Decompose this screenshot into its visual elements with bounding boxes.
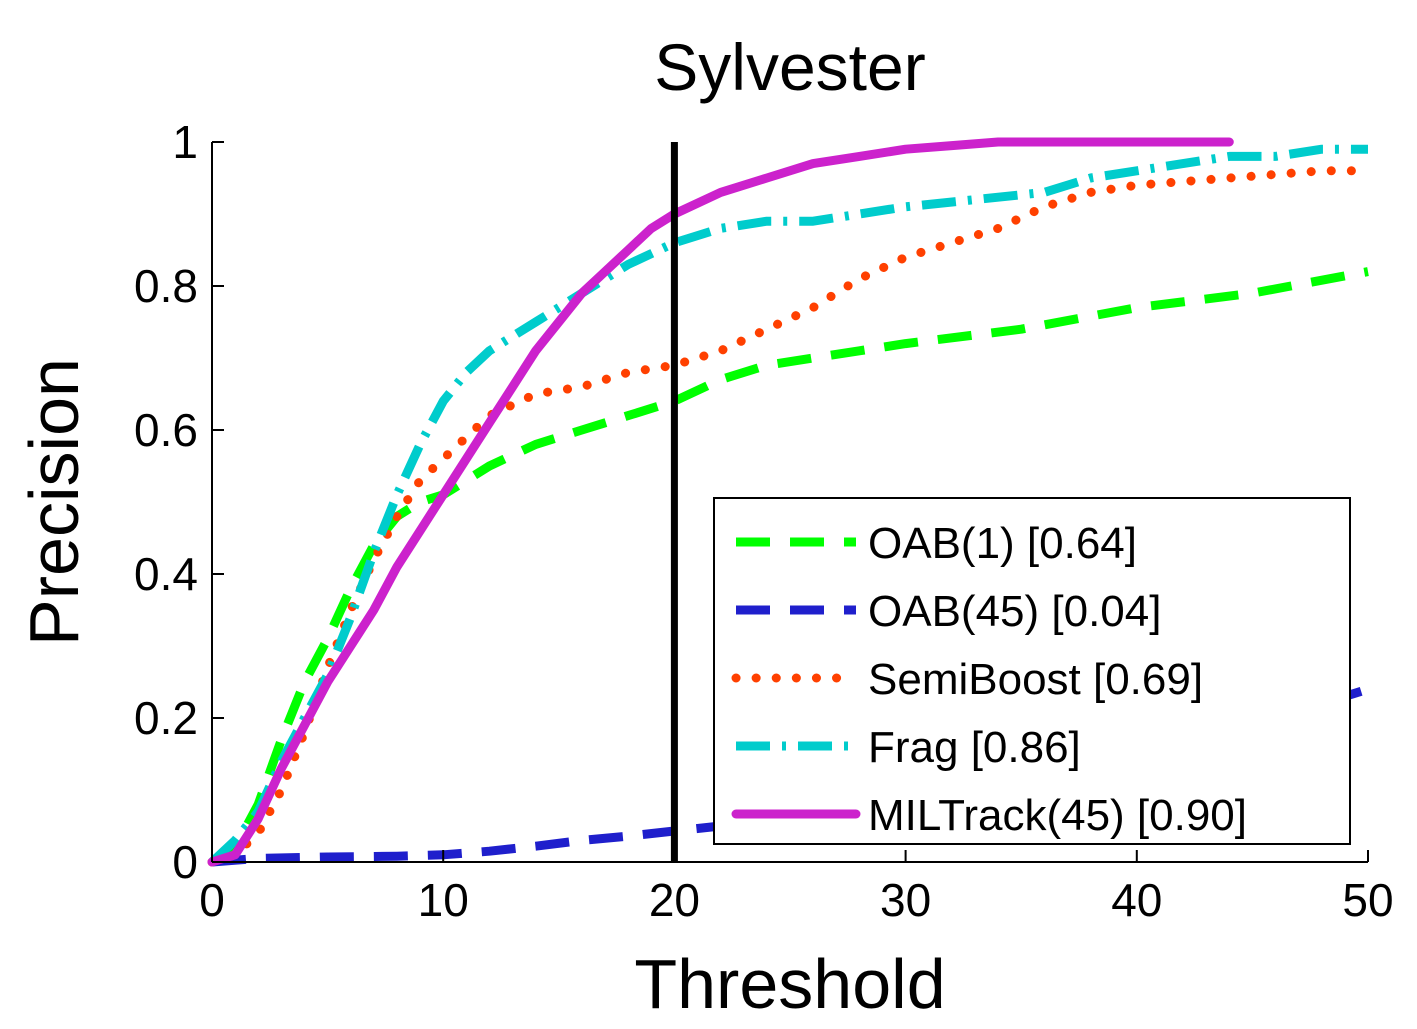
ticks-layer: 0 10 20 30 40 50 0 0.2 0.4 0.6 0.8 1 — [134, 116, 1394, 926]
legend-box — [713, 497, 1351, 845]
y-tick-label: 0 — [172, 836, 198, 888]
legend-label-4: MILTrack(45) [0.90] — [868, 791, 1247, 840]
legend-label-2: SemiBoost [0.69] — [868, 655, 1203, 704]
x-tick-label: 50 — [1342, 874, 1393, 926]
legend-label-3: Frag [0.86] — [868, 723, 1081, 772]
y-tick-label: 1 — [172, 116, 198, 168]
series-line-3 — [208, 144, 1368, 866]
y-tick-label: 0.2 — [134, 692, 198, 744]
series-line-1 — [211, 684, 1370, 867]
series-line-4 — [207, 137, 1234, 867]
series-layer — [207, 137, 1373, 867]
y-tick-label: 0.8 — [134, 260, 198, 312]
y-tick-label: 0.4 — [134, 548, 198, 600]
x-tick-label: 10 — [418, 874, 469, 926]
legend-label-1: OAB(45) [0.04] — [868, 587, 1161, 636]
y-axis-label: Precision — [15, 358, 93, 646]
x-tick-label: 30 — [880, 874, 931, 926]
y-tick-label: 0.6 — [134, 404, 198, 456]
x-tick-label: 40 — [1111, 874, 1162, 926]
legend-label-0: OAB(1) [0.64] — [868, 519, 1137, 568]
x-tick-label: 0 — [199, 874, 225, 926]
series-line-0 — [209, 267, 1369, 866]
x-tick-label: 20 — [649, 874, 700, 926]
x-axis-label: Threshold — [634, 945, 945, 1023]
legend: OAB(1) [0.64] OAB(45) [0.04] SemiBoost [0.… — [713, 497, 1351, 845]
chart-title: Sylvester — [654, 30, 925, 104]
